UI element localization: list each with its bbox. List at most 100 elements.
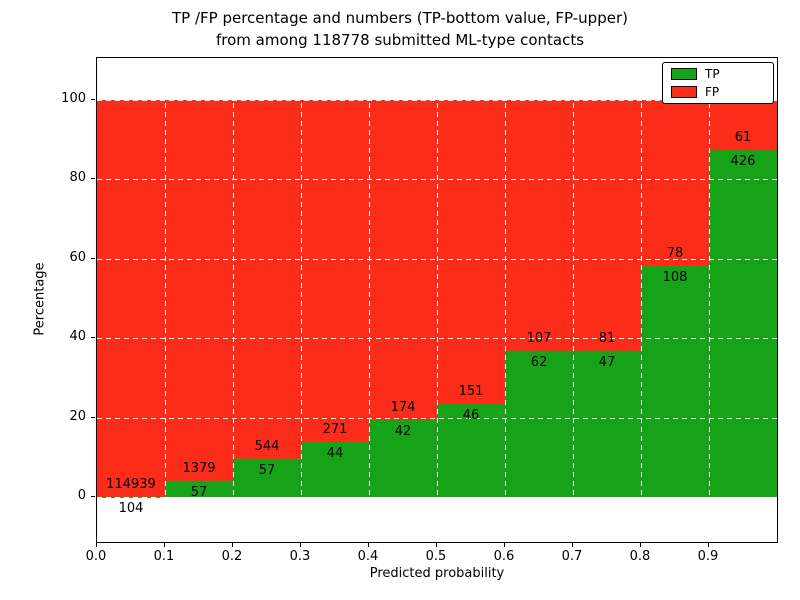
x-tick-label: 0.8 [629, 549, 651, 564]
bar-tp-segment [233, 459, 301, 497]
x-tick-mark [436, 543, 437, 547]
gridline-vertical [165, 58, 166, 542]
gridline-horizontal [97, 497, 777, 498]
x-tick-label: 0.9 [697, 549, 719, 564]
x-tick-label: 0.1 [153, 549, 175, 564]
tp-count-label: 47 [598, 355, 616, 371]
y-tick-mark [91, 496, 95, 497]
y-tick-mark [91, 99, 95, 100]
x-tick-mark [164, 543, 165, 547]
chart-title-line1: TP /FP percentage and numbers (TP-bottom… [172, 9, 628, 27]
gridline-vertical [505, 58, 506, 542]
legend-label: FP [705, 85, 720, 99]
bar-tp-segment [437, 404, 505, 497]
bar-tp-segment [573, 351, 641, 497]
y-tick-label: 60 [69, 249, 86, 265]
tp-count-label: 426 [730, 153, 756, 169]
gridline-horizontal [97, 258, 777, 260]
fp-count-label: 151 [458, 384, 484, 400]
gridline-vertical [573, 58, 574, 542]
legend-entry: FP [669, 84, 767, 100]
plot-area: 114939 104 1379 57 544 57 271 44 174 42 151 46 107 62… [96, 57, 778, 543]
y-tick-mark [91, 416, 95, 418]
gridline-horizontal [97, 338, 777, 340]
tp-count-label: 108 [662, 270, 688, 286]
tp-count-label: 46 [462, 408, 480, 424]
y-tick-mark [91, 178, 95, 180]
y-tick-label: 100 [61, 91, 86, 106]
bar-fp-segment [165, 100, 233, 482]
tp-count-label: 42 [394, 423, 412, 439]
x-tick-label: 0.2 [221, 549, 243, 564]
y-tick-mark [91, 337, 95, 339]
fp-count-label: 544 [254, 439, 280, 455]
bar-fp-segment [573, 100, 641, 352]
bar-fp-segment [709, 100, 777, 150]
x-axis-title: Predicted probability [369, 566, 505, 581]
gridline-vertical [437, 58, 438, 542]
legend-label: TP [705, 67, 720, 81]
bar-fp-segment [97, 100, 165, 497]
x-tick-label: 0.5 [425, 549, 447, 564]
x-tick-label: 0.6 [493, 549, 515, 564]
gridline-vertical [233, 58, 234, 542]
y-tick-mark [91, 257, 95, 259]
x-tick-mark [232, 543, 233, 547]
tp-count-label: 62 [530, 355, 548, 371]
x-tick-mark [708, 543, 709, 547]
gridline-vertical [301, 58, 302, 542]
gridline-vertical [369, 58, 370, 542]
legend: TP FP [662, 62, 774, 104]
gridline-vertical [641, 58, 642, 542]
tp-count-label: 57 [258, 463, 276, 479]
fp-count-label: 107 [526, 331, 552, 347]
x-tick-label: 0.4 [357, 549, 379, 564]
legend-swatch-tp-icon [671, 68, 697, 80]
bar-fp-segment [369, 100, 437, 420]
gridline-horizontal [97, 100, 777, 101]
gridline-horizontal [97, 417, 777, 419]
bar-tp-segment [369, 419, 437, 497]
bar-fp-segment [641, 100, 709, 267]
fp-count-label: 78 [666, 246, 684, 262]
x-tick-label: 0.0 [85, 549, 107, 564]
gridline-vertical [709, 58, 710, 542]
fp-count-label: 61 [734, 129, 752, 145]
x-tick-mark [300, 543, 301, 547]
tp-count-label: 104 [118, 500, 144, 516]
y-tick-label: 0 [77, 488, 86, 503]
y-tick-label: 40 [69, 329, 86, 345]
gridline-horizontal [97, 179, 777, 181]
chart-title-line2: from among 118778 submitted ML-type cont… [215, 31, 585, 49]
chart-title: TP /FP percentage and numbers (TP-bottom… [0, 7, 800, 51]
x-tick-label: 0.3 [289, 549, 311, 564]
x-tick-mark [572, 543, 573, 547]
fp-count-label: 271 [322, 421, 348, 437]
bar-tp-segment [505, 351, 573, 497]
x-tick-mark [640, 543, 641, 547]
y-axis-title: Percentage [32, 262, 48, 336]
fp-count-label: 114939 [106, 476, 156, 492]
x-tick-mark [368, 543, 369, 547]
legend-entry: TP [669, 66, 767, 82]
x-tick-label: 0.7 [561, 549, 583, 564]
bar-tp-segment [709, 149, 777, 497]
bar-fp-segment [437, 100, 505, 405]
y-tick-label: 80 [69, 170, 86, 186]
bar-tp-segment [301, 441, 369, 497]
bar-fp-segment [233, 100, 301, 460]
bar-fp-segment [505, 100, 573, 352]
fp-count-label: 1379 [182, 461, 216, 477]
legend-swatch-fp-icon [671, 86, 697, 98]
bar-tp-segment [165, 481, 233, 497]
tp-count-label: 44 [326, 445, 344, 461]
x-tick-mark [504, 543, 505, 547]
bar-tp-segment [641, 266, 709, 497]
tp-count-label: 57 [190, 485, 208, 501]
fp-count-label: 81 [598, 331, 616, 347]
fp-count-label: 174 [390, 399, 416, 415]
y-tick-label: 20 [69, 408, 86, 424]
bar-fp-segment [301, 100, 369, 442]
x-tick-mark [96, 543, 97, 547]
